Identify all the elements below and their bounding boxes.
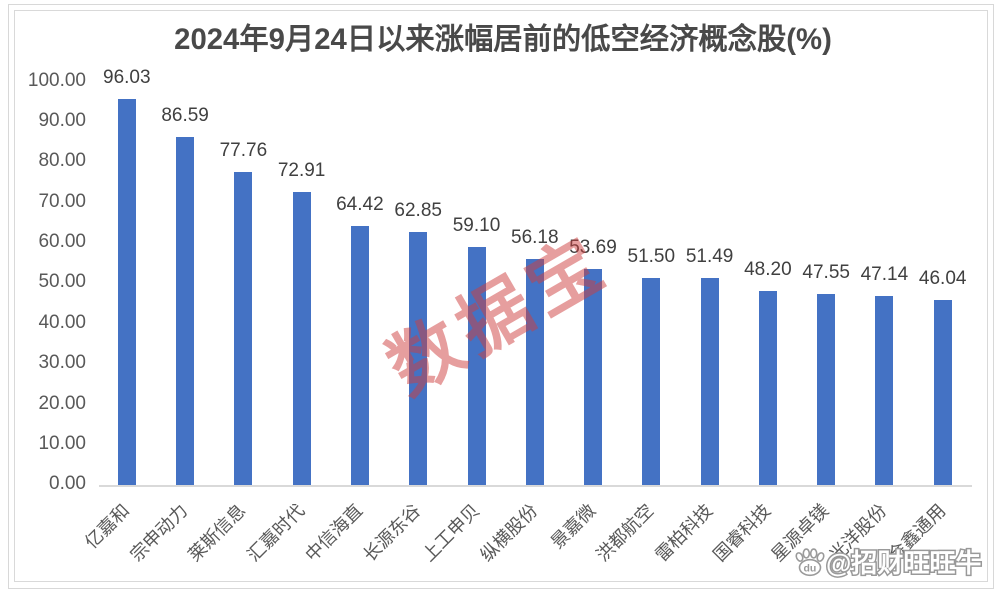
svg-text:@招财旺旺牛: @招财旺旺牛	[826, 548, 981, 578]
svg-text:du: du	[804, 563, 817, 575]
